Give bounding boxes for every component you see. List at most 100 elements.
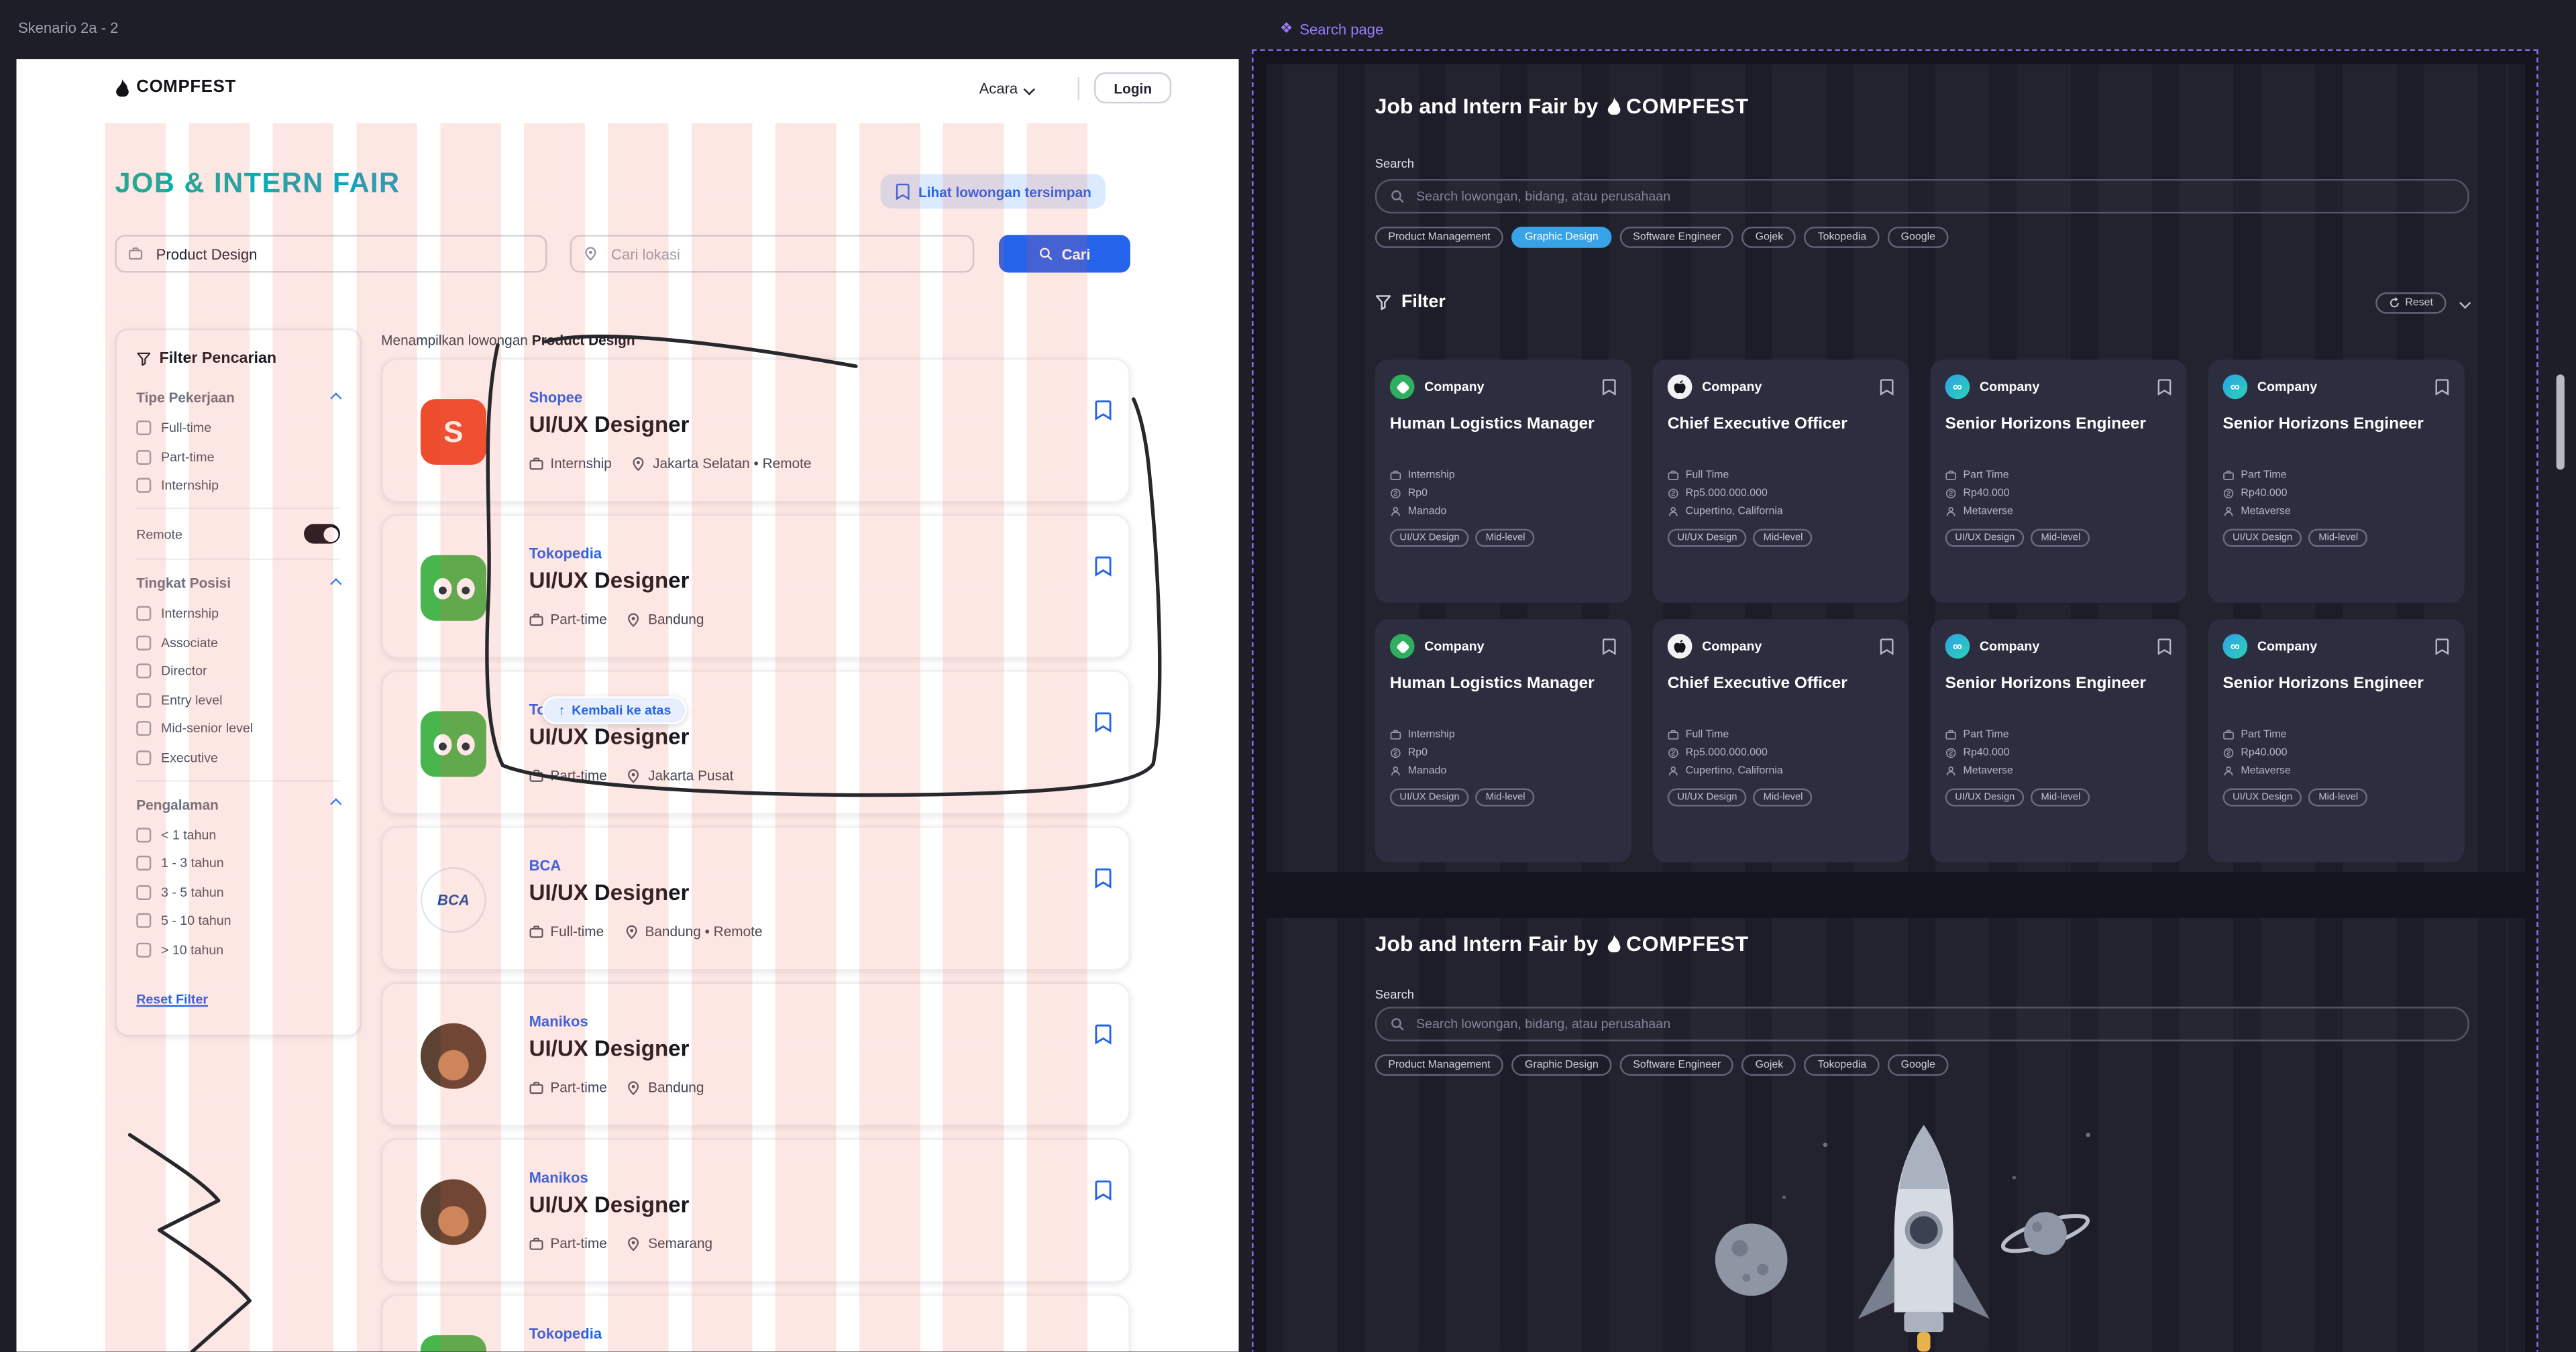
- chip-graphic-design[interactable]: Graphic Design: [1511, 1054, 1612, 1076]
- dark-search-input[interactable]: [1375, 178, 2469, 214]
- job-company-link[interactable]: Tokopedia: [529, 545, 602, 562]
- filter-option[interactable]: 1 - 3 tahun: [136, 855, 340, 870]
- checkbox[interactable]: [136, 606, 152, 621]
- job-meta: Internship Rp0 Manado: [1390, 469, 1617, 517]
- job-card[interactable]: Tokopedia UI/UX Designer Part-time Bandu…: [381, 514, 1130, 659]
- checkbox[interactable]: [136, 449, 152, 464]
- filter-option[interactable]: < 1 tahun: [136, 827, 340, 842]
- checkbox[interactable]: [136, 749, 152, 765]
- bookmark-icon[interactable]: [1094, 399, 1112, 420]
- bookmark-icon[interactable]: [1094, 711, 1112, 732]
- filter-option[interactable]: Full-time: [136, 420, 340, 435]
- login-button[interactable]: Login: [1094, 72, 1172, 104]
- chip-software-engineer[interactable]: Software Engineer: [1619, 226, 1734, 248]
- job-company-link[interactable]: Shopee: [529, 389, 583, 406]
- chip-software-engineer[interactable]: Software Engineer: [1619, 1054, 1734, 1076]
- job-card[interactable]: S Shopee UI/UX Designer Internship Jakar…: [381, 357, 1130, 503]
- bookmark-icon[interactable]: [1880, 378, 1894, 396]
- job-card[interactable]: Manikos UI/UX Designer Part-time Semaran…: [381, 1138, 1130, 1283]
- bookmark-icon[interactable]: [1602, 378, 1617, 396]
- dark-job-card[interactable]: ∞ Company Senior Horizons Engineer Part …: [2208, 619, 2465, 862]
- job-company-link[interactable]: BCA: [529, 857, 561, 874]
- compfest-logo: COMPFEST: [1607, 932, 1749, 956]
- reset-filter-link[interactable]: Reset Filter: [136, 992, 208, 1007]
- chip-product-management[interactable]: Product Management: [1375, 226, 1504, 248]
- filter-option[interactable]: 3 - 5 tahun: [136, 884, 340, 899]
- checkbox[interactable]: [136, 420, 152, 435]
- chip-gojek[interactable]: Gojek: [1742, 1054, 1796, 1076]
- dark-job-card[interactable]: ∞ Company Senior Horizons Engineer Part …: [2208, 359, 2465, 603]
- filter-option[interactable]: 5 - 10 tahun: [136, 913, 340, 928]
- dark-search-input[interactable]: [1375, 1007, 2469, 1041]
- chevron-down-icon[interactable]: [2459, 296, 2471, 308]
- filter-option[interactable]: > 10 tahun: [136, 942, 340, 957]
- chip-tokopedia[interactable]: Tokopedia: [1805, 226, 1880, 248]
- dark-job-card[interactable]: Company Human Logistics Manager Internsh…: [1375, 359, 1631, 603]
- job-company-link[interactable]: Tokopedia: [529, 1325, 602, 1342]
- search-button[interactable]: Cari: [998, 235, 1130, 273]
- bookmark-icon[interactable]: [1602, 637, 1617, 655]
- dark-job-card[interactable]: ∞ Company Senior Horizons Engineer Part …: [1930, 359, 2187, 603]
- chip-graphic-design[interactable]: Graphic Design: [1511, 226, 1612, 248]
- nav-acara[interactable]: Acara: [979, 80, 1034, 97]
- chip-gojek[interactable]: Gojek: [1742, 226, 1796, 248]
- dark-job-card[interactable]: Company Human Logistics Manager Internsh…: [1375, 619, 1631, 862]
- bookmark-icon[interactable]: [2434, 637, 2449, 655]
- section-pengalaman[interactable]: Pengalaman: [136, 796, 342, 812]
- bookmark-icon[interactable]: [1094, 1179, 1112, 1200]
- bookmark-icon[interactable]: [1094, 555, 1112, 577]
- filter-option[interactable]: Entry level: [136, 692, 340, 708]
- location-search-input[interactable]: [570, 235, 975, 273]
- dark-job-card[interactable]: ∞ Company Senior Horizons Engineer Part …: [1930, 619, 2187, 862]
- filter-option[interactable]: Mid-senior level: [136, 721, 340, 736]
- back-to-top-button[interactable]: ↑ Kembali ke atas: [542, 696, 688, 725]
- bookmark-icon[interactable]: [2157, 378, 2172, 396]
- checkbox[interactable]: [136, 827, 152, 842]
- checkbox[interactable]: [136, 913, 152, 928]
- company-logo: ∞: [2222, 634, 2248, 659]
- keyword-search-input[interactable]: [115, 235, 547, 273]
- job-card[interactable]: Tokopedia UI/UX Designer: [381, 1294, 1130, 1352]
- chip-google[interactable]: Google: [1888, 1054, 1949, 1076]
- bookmark-icon[interactable]: [2157, 637, 2172, 655]
- filter-option[interactable]: Executive: [136, 749, 340, 765]
- filter-option[interactable]: Director: [136, 663, 340, 679]
- checkbox[interactable]: [136, 884, 152, 899]
- job-card[interactable]: Tokopedia UI/UX Designer Part-time Jakar…: [381, 670, 1130, 815]
- job-card[interactable]: Manikos UI/UX Designer Part-time Bandung: [381, 982, 1130, 1127]
- reset-button[interactable]: Reset: [2375, 291, 2447, 313]
- checkbox[interactable]: [136, 942, 152, 957]
- briefcase-icon: [529, 1080, 544, 1094]
- job-company-link[interactable]: Manikos: [529, 1169, 588, 1186]
- job-card[interactable]: BCA BCA UI/UX Designer Full-time Bandung…: [381, 826, 1130, 971]
- bookmark-icon[interactable]: [2434, 378, 2449, 396]
- canvas-scrollbar-thumb[interactable]: [2556, 374, 2565, 470]
- frame-label-search-page[interactable]: ❖ Search page: [1279, 19, 1384, 38]
- bookmark-icon[interactable]: [1880, 637, 1894, 655]
- frame-label-skenario[interactable]: Skenario 2a - 2: [17, 19, 119, 36]
- chip-tokopedia[interactable]: Tokopedia: [1805, 1054, 1880, 1076]
- section-tingkat-posisi[interactable]: Tingkat Posisi: [136, 575, 342, 592]
- checkbox[interactable]: [136, 721, 152, 736]
- checkbox[interactable]: [136, 634, 152, 650]
- chip-google[interactable]: Google: [1888, 226, 1949, 248]
- remote-toggle[interactable]: [304, 524, 340, 544]
- dark-job-card[interactable]: Company Chief Executive Officer Full Tim…: [1652, 619, 1909, 862]
- saved-jobs-button[interactable]: Lihat lowongan tersimpan: [880, 174, 1106, 209]
- dark-job-card[interactable]: Company Chief Executive Officer Full Tim…: [1652, 359, 1909, 603]
- checkbox[interactable]: [136, 692, 152, 708]
- filter-option[interactable]: Internship: [136, 477, 340, 493]
- bookmark-icon[interactable]: [1094, 867, 1112, 889]
- checkbox[interactable]: [136, 477, 152, 493]
- checkbox[interactable]: [136, 855, 152, 870]
- filter-option[interactable]: Associate: [136, 634, 340, 650]
- compfest-logo[interactable]: COMPFEST: [115, 77, 236, 97]
- checkbox[interactable]: [136, 663, 152, 679]
- chip-product-management[interactable]: Product Management: [1375, 1054, 1504, 1076]
- job-company-link[interactable]: Manikos: [529, 1013, 588, 1030]
- filter-option[interactable]: Part-time: [136, 449, 340, 464]
- section-tipe-pekerjaan[interactable]: Tipe Pekerjaan: [136, 389, 342, 406]
- bookmark-icon[interactable]: [1094, 1023, 1112, 1045]
- filter-chip-row: Product Management Graphic Design Softwa…: [1375, 1054, 1949, 1076]
- filter-option[interactable]: Internship: [136, 606, 340, 621]
